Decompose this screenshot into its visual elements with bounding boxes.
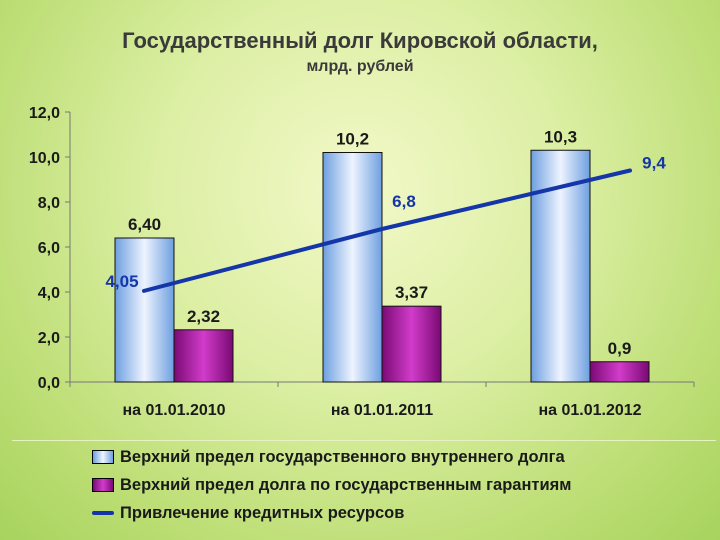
- bar-guarantees: [589, 361, 650, 383]
- y-tick-label: 12,0: [29, 105, 60, 122]
- line-data-label: 4,05: [105, 272, 138, 291]
- legend-swatch-line: [92, 511, 114, 515]
- data-label: 10,3: [544, 127, 577, 146]
- y-tick-label: 2,0: [38, 330, 60, 347]
- bar-chart: 0,0 2,0 4,0 6,0 8,0 10,0 12,0 на 01.01.2010 на 0…: [29, 105, 695, 419]
- x-tick-label: на 01.01.2011: [331, 402, 433, 419]
- legend-label: Привлечение кредитных ресурсов: [120, 503, 405, 522]
- legend-swatch-purple: [92, 478, 114, 492]
- legend-swatch-blue: [92, 450, 114, 464]
- legend-item-internal-debt: Верхний предел государственного внутренн…: [92, 445, 565, 469]
- bar-internal-debt: [322, 152, 383, 383]
- legend-item-guarantees: Верхний предел долга по государственным …: [92, 473, 571, 497]
- legend: Верхний предел государственного внутренн…: [12, 440, 716, 533]
- data-label: 2,32: [187, 307, 220, 326]
- y-tick-label: 6,0: [38, 240, 60, 257]
- data-label: 10,2: [336, 130, 369, 149]
- chart-subtitle: млрд. рублей: [306, 58, 414, 75]
- legend-item-credit: Привлечение кредитных ресурсов: [92, 501, 404, 525]
- x-tick-label: на 01.01.2010: [122, 402, 225, 419]
- bar-internal-debt: [114, 237, 175, 383]
- data-label: 6,40: [128, 215, 161, 234]
- y-tick-label: 8,0: [38, 195, 60, 212]
- y-tick-label: 10,0: [29, 150, 60, 167]
- bar-guarantees: [173, 329, 234, 383]
- data-label: 0,9: [608, 339, 632, 358]
- y-tick-label: 4,0: [38, 285, 60, 302]
- bar-guarantees: [381, 305, 442, 383]
- line-data-label: 9,4: [642, 154, 666, 173]
- legend-label: Верхний предел государственного внутренн…: [120, 447, 565, 466]
- chart-title: Государственный долг Кировской области,: [122, 28, 598, 53]
- legend-label: Верхний предел долга по государственным …: [120, 475, 572, 494]
- x-tick-label: на 01.01.2012: [538, 402, 641, 419]
- line-credit-resources: [142, 168, 632, 293]
- y-tick-label: 0,0: [38, 375, 60, 392]
- line-data-label: 6,8: [392, 192, 416, 211]
- data-label: 3,37: [395, 283, 428, 302]
